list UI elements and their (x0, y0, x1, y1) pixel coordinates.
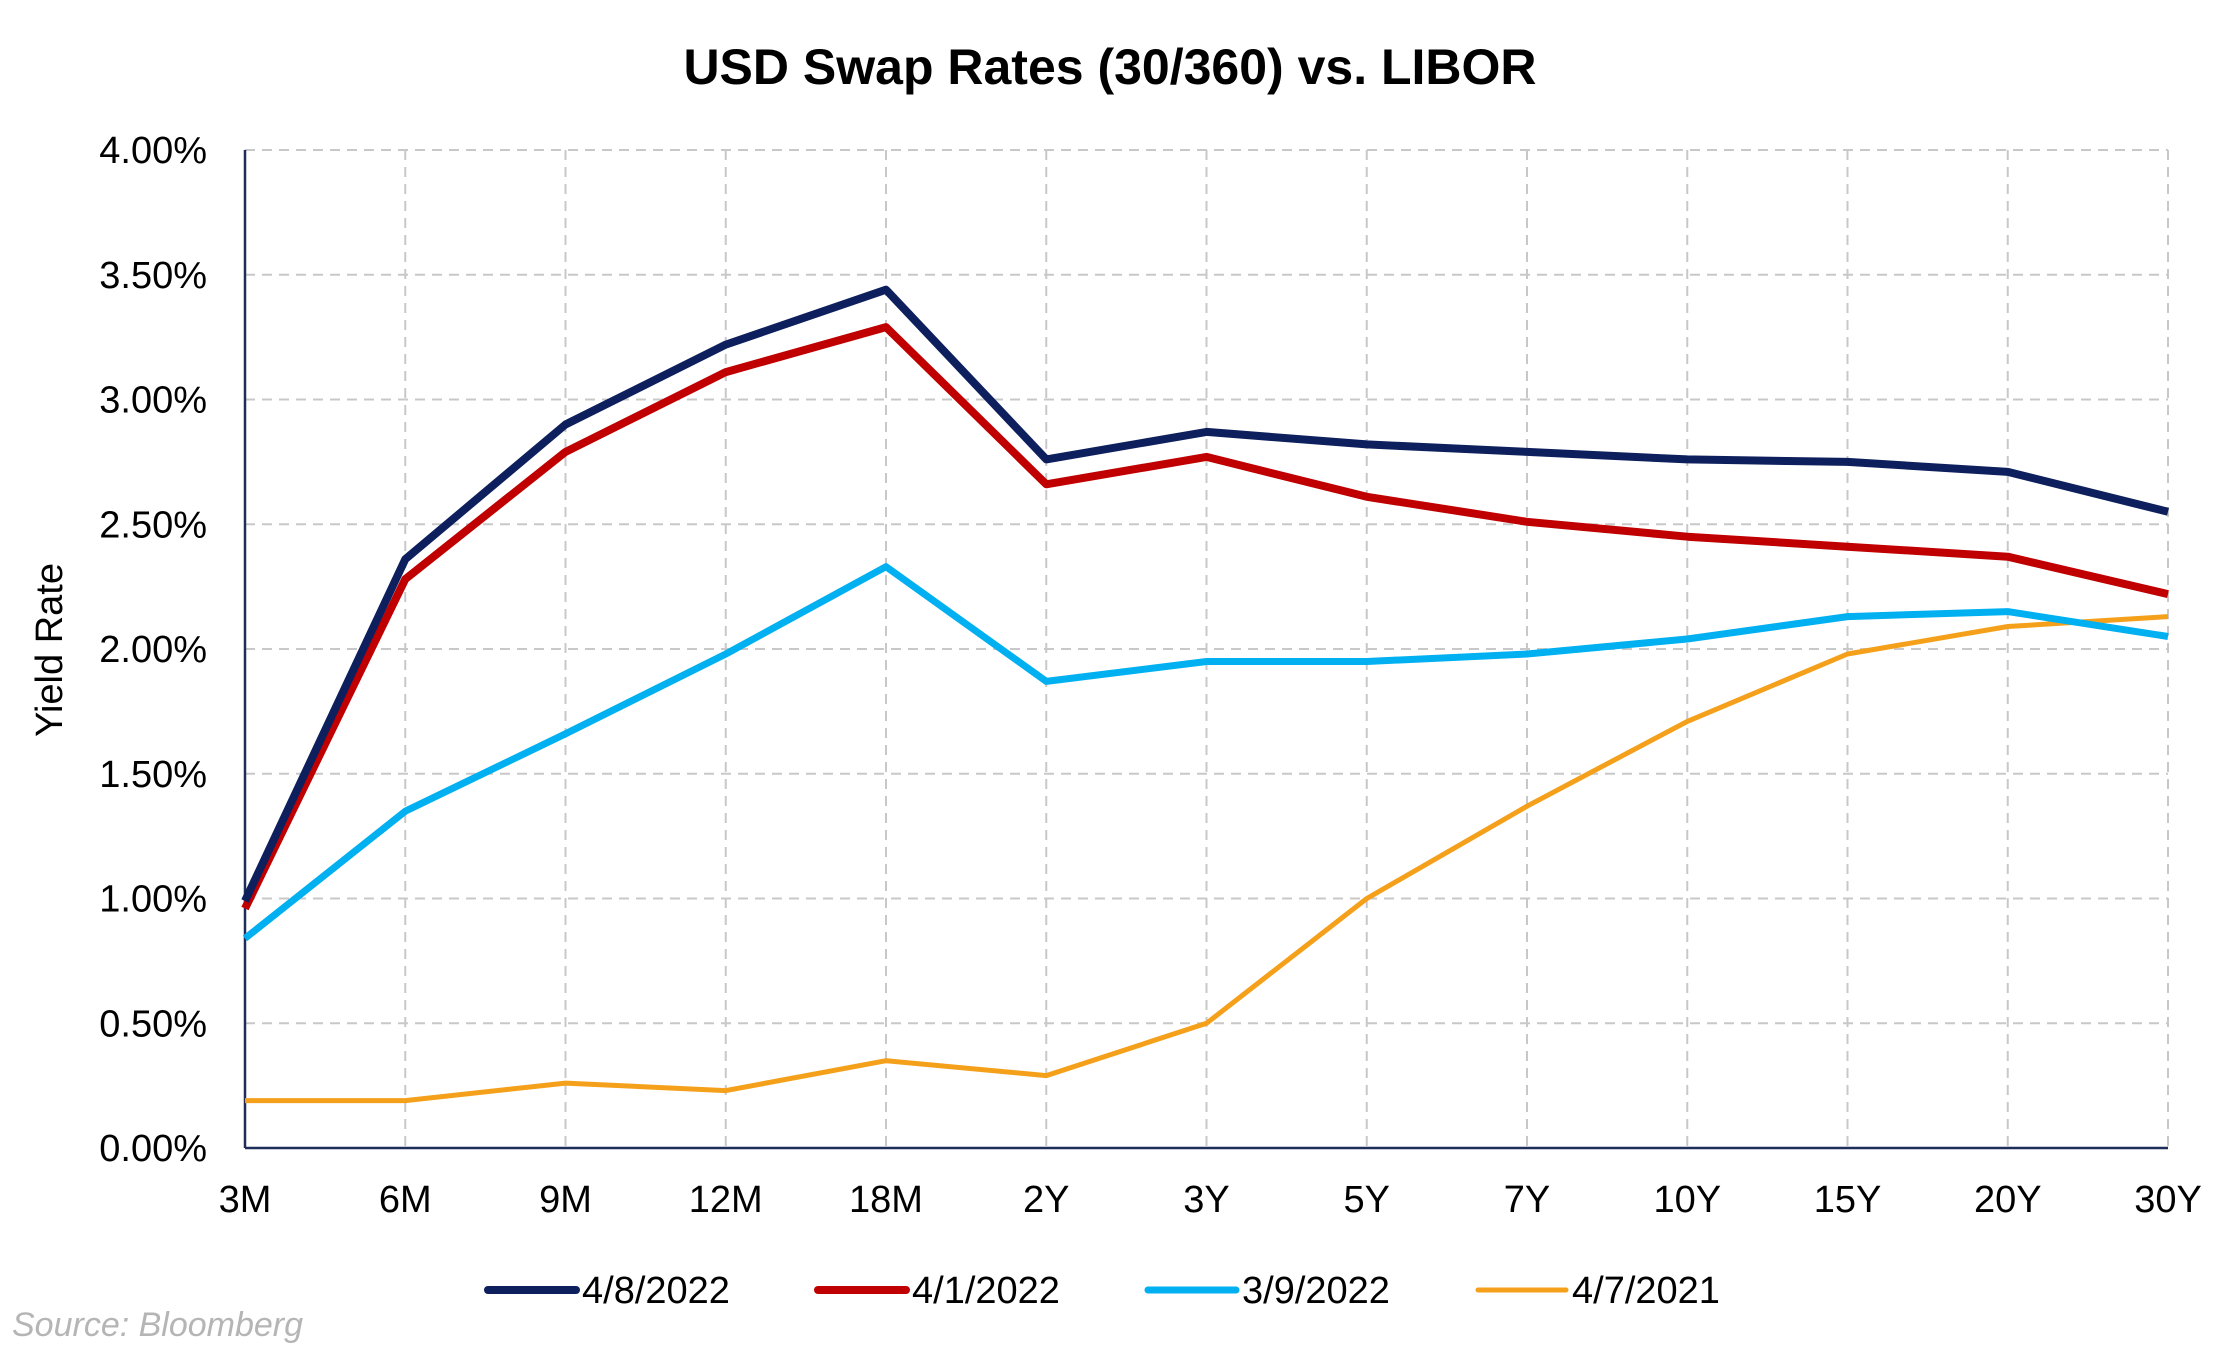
y-tick-label: 2.00% (99, 629, 207, 671)
chart-title: USD Swap Rates (30/360) vs. LIBOR (683, 39, 1536, 95)
y-tick-label: 3.00% (99, 380, 207, 422)
x-tick-label: 15Y (1814, 1179, 1882, 1221)
x-tick-label: 6M (379, 1179, 432, 1221)
tick-labels: 0.00% 0.50% 1.00% 1.50% 2.00% 2.50% 3.00% 3.50%… (99, 130, 2202, 1221)
y-tick-label: 3.50% (99, 255, 207, 297)
y-tick-label: 0.50% (99, 1003, 207, 1045)
x-tick-label: 2Y (1023, 1179, 1069, 1221)
series-lines (241, 285, 2169, 1104)
y-tick-label: 1.00% (99, 879, 207, 921)
source-note: Source: Bloomberg (12, 1306, 303, 1344)
x-tick-label: 7Y (1504, 1179, 1550, 1221)
x-tick-label: 12M (689, 1179, 763, 1221)
legend-label: 4/8/2022 (582, 1270, 730, 1312)
legend: 4/8/2022 4/1/2022 3/9/2022 4/7/2021 (484, 1270, 1720, 1312)
y-tick-label: 1.50% (99, 754, 207, 796)
x-tick-label: 3Y (1183, 1179, 1229, 1221)
series-line-4-1-2022 (241, 323, 2169, 911)
x-tick-label: 5Y (1344, 1179, 1390, 1221)
x-tick-label: 18M (849, 1179, 923, 1221)
legend-label: 4/7/2021 (1572, 1270, 1720, 1312)
series-line-4-7-2021 (245, 614, 2169, 1104)
series-line-4-8-2022 (241, 285, 2169, 903)
y-tick-label: 2.50% (99, 504, 207, 546)
legend-label: 4/1/2022 (912, 1270, 1060, 1312)
axes (243, 150, 2168, 1150)
y-tick-label: 0.00% (99, 1128, 207, 1170)
x-tick-label: 20Y (1974, 1179, 2042, 1221)
x-tick-label: 10Y (1653, 1179, 1721, 1221)
series-line-3-9-2022 (242, 563, 2169, 942)
y-tick-label: 4.00% (99, 130, 207, 172)
gridlines (245, 149, 2169, 1148)
legend-label: 3/9/2022 (1242, 1270, 1390, 1312)
x-tick-label: 30Y (2134, 1179, 2202, 1221)
y-axis-title: Yield Rate (29, 563, 71, 737)
x-tick-label: 9M (539, 1179, 592, 1221)
x-tick-label: 3M (219, 1179, 272, 1221)
